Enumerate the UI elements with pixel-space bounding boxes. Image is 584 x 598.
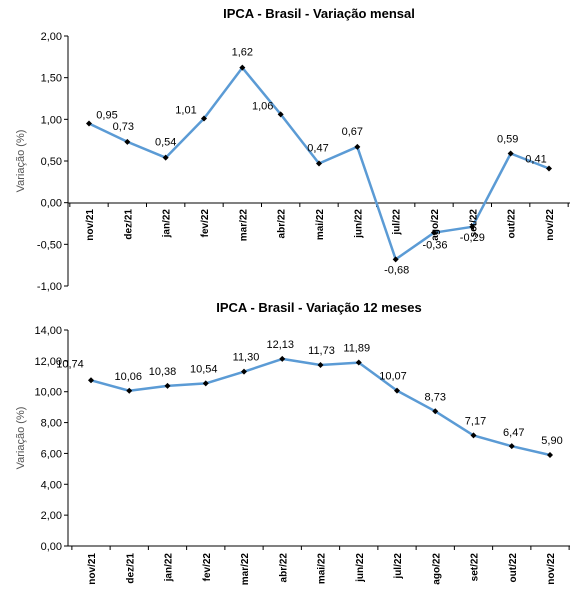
chart1-xtick-label: fev/22 bbox=[200, 209, 211, 238]
chart1-data-point bbox=[354, 143, 361, 150]
chart1-data-label: 0,67 bbox=[342, 126, 363, 138]
chart2-xtick-label: mai/22 bbox=[317, 553, 328, 585]
chart1-data-label: 0,59 bbox=[497, 134, 518, 146]
chart1-data-point bbox=[469, 223, 476, 230]
chart2-data-point bbox=[241, 368, 247, 375]
chart1-data-label: -0,29 bbox=[460, 232, 485, 244]
chart1-data-label: 0,95 bbox=[96, 110, 117, 122]
chart2-xtick-label: jul/22 bbox=[393, 553, 404, 580]
chart1-data-point bbox=[86, 120, 92, 127]
chart2-xtick-label: dez/21 bbox=[125, 553, 136, 584]
chart1-data-label: 1,06 bbox=[252, 100, 273, 112]
chart2-data-label: 6,47 bbox=[503, 427, 524, 439]
chart1-xtick-label: ago/22 bbox=[430, 209, 441, 241]
chart1-data-label: 0,73 bbox=[113, 121, 134, 133]
chart2-data-label: 10,54 bbox=[190, 363, 218, 375]
chart1-xtick-label: jul/22 bbox=[392, 209, 403, 236]
chart1-data-point bbox=[546, 165, 552, 172]
chart1-ytick-label: 1,50 bbox=[41, 73, 62, 85]
chart2-ylabel: Variação (%) bbox=[15, 407, 27, 470]
chart1-xtick-label: abr/22 bbox=[277, 209, 288, 239]
chart2-title: IPCA - Brasil - Variação 12 meses bbox=[216, 300, 421, 315]
chart2-xtick-label: jan/22 bbox=[164, 553, 175, 583]
chart1-xtick-label: set/22 bbox=[468, 209, 479, 238]
chart2-data-label: 10,07 bbox=[379, 371, 407, 383]
chart1-xtick-label: jun/22 bbox=[353, 209, 364, 239]
chart2-data-point bbox=[164, 382, 171, 389]
chart1-data-label: -0,68 bbox=[384, 264, 409, 276]
chart2-data-label: 10,06 bbox=[114, 371, 142, 383]
chart2-data-point bbox=[470, 432, 477, 439]
chart1-xtick-label: mar/22 bbox=[238, 209, 249, 242]
chart1-data-label: 1,62 bbox=[232, 47, 253, 59]
chart2-xtick-label: mar/22 bbox=[240, 553, 251, 586]
chart1-data-point bbox=[124, 138, 131, 145]
chart1-data-point bbox=[239, 64, 246, 71]
chart1-xtick-label: jan/22 bbox=[162, 209, 173, 239]
chart2-ytick-label: 12,00 bbox=[34, 356, 62, 368]
chart2-data-label: 11,30 bbox=[233, 352, 260, 364]
chart1-ytick-label: 1,00 bbox=[41, 114, 62, 126]
chart1-ylabel: Variação (%) bbox=[15, 130, 27, 193]
chart2-data-point bbox=[202, 380, 209, 387]
chart2-xtick-label: nov/22 bbox=[546, 553, 557, 585]
chart2-xtick-label: fev/22 bbox=[202, 553, 213, 582]
chart2-data-label: 5,90 bbox=[541, 435, 562, 447]
chart2-data-label: 12,13 bbox=[266, 339, 294, 351]
chart2-data-point bbox=[394, 387, 400, 394]
chart2-data-label: 8,73 bbox=[425, 391, 446, 403]
chart1-data-point bbox=[162, 154, 169, 161]
chart1-data-point bbox=[507, 150, 514, 157]
chart2-ytick-label: 8,00 bbox=[41, 418, 62, 430]
chart2-ytick-label: 10,00 bbox=[34, 387, 62, 399]
chart1-data-label: -0,36 bbox=[422, 240, 447, 252]
chart2-data-point bbox=[317, 362, 324, 369]
chart1-xtick-label: mai/22 bbox=[315, 209, 326, 241]
chart2-data-label: 7,17 bbox=[465, 415, 486, 427]
chart2-data-label: 11,89 bbox=[343, 343, 370, 355]
chart1-xtick-label: nov/22 bbox=[545, 209, 556, 241]
chart2-data-label: 11,73 bbox=[308, 345, 335, 357]
chart1-ytick-label: 2,00 bbox=[41, 31, 62, 43]
chart2-data-label: 10,38 bbox=[149, 366, 177, 378]
chart1-data-point bbox=[316, 160, 322, 167]
chart1-data-label: 0,41 bbox=[525, 154, 546, 166]
chart2-data-point bbox=[355, 359, 362, 366]
chart2-data-point bbox=[279, 355, 286, 362]
chart1-title: IPCA - Brasil - Variação mensal bbox=[223, 6, 415, 21]
chart2-data-point bbox=[126, 387, 133, 394]
chart2-xtick-label: jun/22 bbox=[355, 553, 366, 583]
chart2-ytick-label: 6,00 bbox=[41, 448, 62, 460]
chart1-data-point bbox=[201, 115, 207, 122]
chart2-xtick-label: out/22 bbox=[508, 553, 519, 583]
chart1-ytick-label: 0,50 bbox=[41, 156, 62, 168]
chart2-data-point bbox=[432, 408, 439, 415]
chart2-xtick-label: abr/22 bbox=[278, 553, 289, 583]
chart1-xtick-label: dez/21 bbox=[123, 209, 134, 240]
chart2-data-point bbox=[88, 377, 94, 384]
chart1-ytick-label: -1,00 bbox=[37, 281, 62, 293]
chart2-data-point bbox=[508, 443, 515, 450]
chart1-ytick-label: 0,00 bbox=[41, 198, 62, 210]
chart1-data-label: 0,47 bbox=[307, 143, 328, 155]
chart1-data-point bbox=[277, 111, 284, 118]
chart1-data-point bbox=[431, 229, 437, 236]
chart2-ytick-label: 4,00 bbox=[41, 479, 62, 491]
chart2-ytick-label: 0,00 bbox=[41, 541, 62, 553]
chart1-data-label: 0,54 bbox=[155, 137, 176, 149]
chart1-data-label: 1,01 bbox=[175, 105, 196, 117]
chart2-xtick-label: nov/21 bbox=[87, 553, 98, 585]
chart2-xtick-label: ago/22 bbox=[431, 553, 442, 585]
chart2-ytick-label: 2,00 bbox=[41, 510, 62, 522]
chart2-xtick-label: set/22 bbox=[470, 553, 481, 582]
chart1-xtick-label: out/22 bbox=[507, 209, 518, 239]
chart1-xtick-label: nov/21 bbox=[85, 209, 96, 241]
chart2-data-point bbox=[547, 451, 553, 458]
chart1-ytick-label: -0,50 bbox=[37, 239, 62, 251]
chart1-data-point bbox=[392, 256, 399, 263]
chart2-ytick-label: 14,00 bbox=[34, 325, 62, 337]
chart2-data-label: 10,74 bbox=[56, 358, 84, 370]
